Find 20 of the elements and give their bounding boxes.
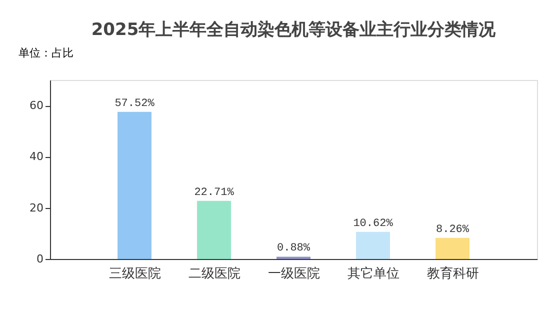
data-label: 22.71%	[194, 186, 234, 199]
data-label: 57.52%	[114, 98, 155, 110]
y-axis-title: 单位：占比	[18, 46, 74, 60]
bar	[436, 238, 470, 259]
data-label: 8.26%	[436, 224, 470, 236]
chart-title: 2025年上半年全自动染色机等设备业主行业分类情况	[91, 20, 497, 40]
x-tick-label: 三级医院	[109, 266, 161, 282]
x-tick-label: 其它单位	[348, 266, 400, 282]
y-tick-label: 20	[30, 201, 44, 214]
y-tick-label: 0	[36, 252, 44, 266]
data-label: 10.62%	[353, 218, 394, 230]
bar	[356, 232, 390, 259]
x-tick-label: 一级医院	[268, 266, 320, 282]
bar	[118, 112, 152, 259]
bar	[197, 200, 231, 259]
data-label: 0.88%	[276, 242, 310, 255]
x-tick-label: 教育科研	[427, 266, 479, 282]
x-tick-label: 二级医院	[188, 266, 240, 282]
y-tick-label: 40	[30, 150, 44, 164]
y-tick-label: 60	[30, 99, 44, 112]
